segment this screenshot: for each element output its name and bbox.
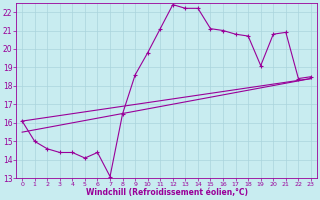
- X-axis label: Windchill (Refroidissement éolien,°C): Windchill (Refroidissement éolien,°C): [85, 188, 248, 197]
